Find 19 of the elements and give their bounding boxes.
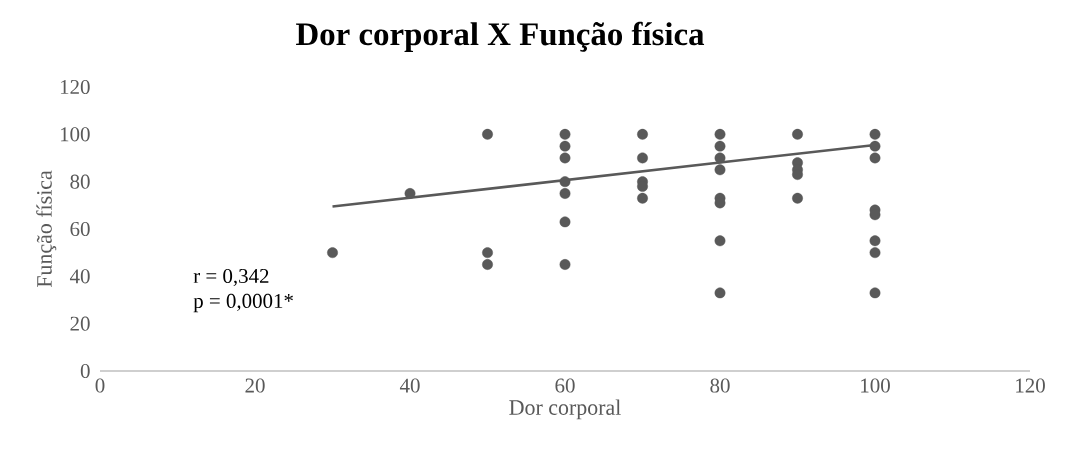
x-tick-label: 40 bbox=[399, 378, 420, 393]
chart-title: Dor corporal X Função física bbox=[296, 21, 705, 52]
annotation: r = 0,342 bbox=[193, 268, 269, 287]
x-tick-label: 80 bbox=[710, 378, 730, 393]
y-tick-label: 40 bbox=[69, 269, 90, 284]
y-tick-label: 0 bbox=[80, 363, 90, 379]
x-tick-label: 120 bbox=[1016, 378, 1045, 393]
y-tick-label: 60 bbox=[70, 221, 90, 237]
x-tick-label: 60 bbox=[555, 378, 575, 393]
y-tick-label: 80 bbox=[70, 174, 90, 189]
annotation: p = 0,0001* bbox=[193, 293, 293, 313]
y-tick-label: 100 bbox=[60, 127, 90, 142]
x-tick-label: 100 bbox=[861, 378, 890, 393]
x-tick-label: 20 bbox=[245, 378, 265, 393]
x-axis-title: Dor corporal bbox=[509, 399, 621, 420]
y-tick-label: 120 bbox=[60, 79, 90, 95]
y-axis-title: Função física bbox=[36, 170, 57, 288]
y-tick-label: 20 bbox=[70, 316, 90, 331]
x-tick-label: 0 bbox=[95, 378, 105, 393]
